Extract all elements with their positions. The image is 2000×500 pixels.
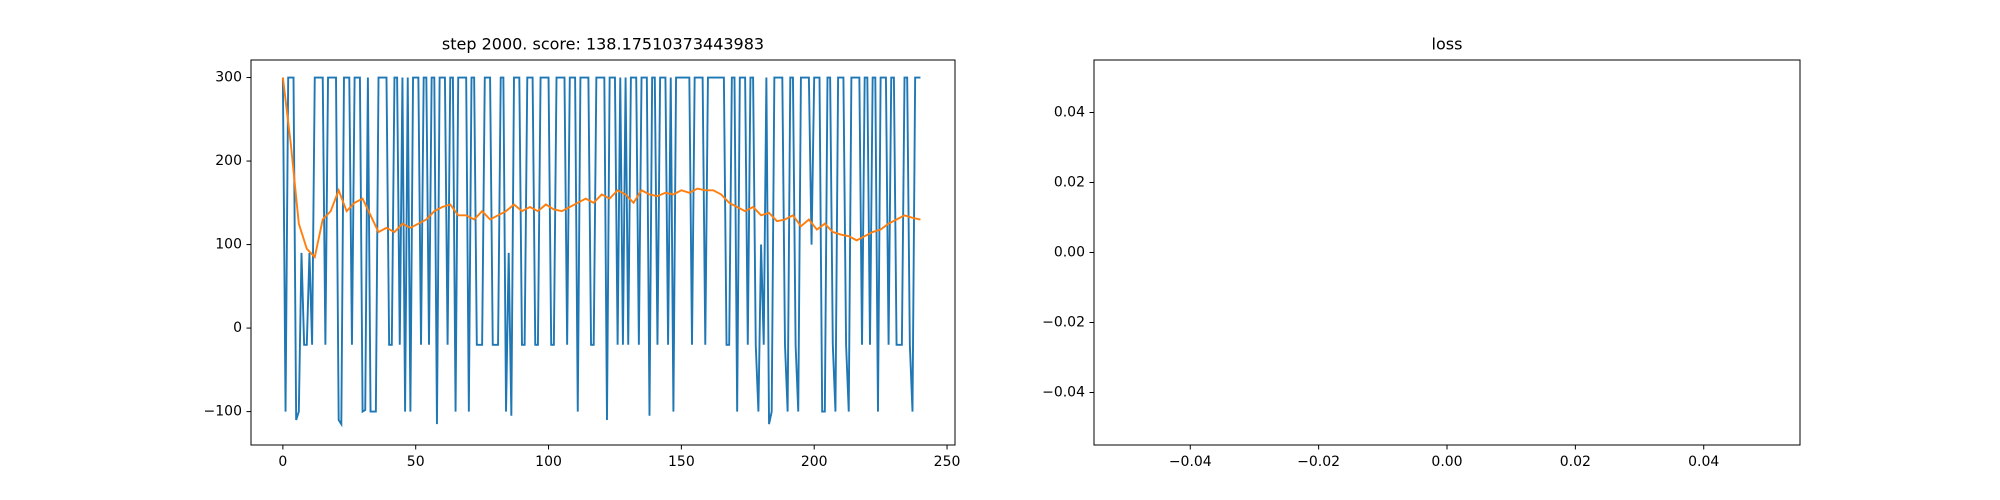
y-tick-label: −100 <box>204 404 242 420</box>
x-tick-label: 0.02 <box>1560 454 1591 470</box>
axes-frame <box>250 59 956 446</box>
y-tick-label: 0.04 <box>1054 105 1085 121</box>
x-tick-label: 0 <box>278 454 287 470</box>
x-tick-label: 50 <box>407 454 425 470</box>
y-tick-label: 0.02 <box>1054 175 1085 191</box>
x-tick-label: −0.02 <box>1297 454 1340 470</box>
y-tick-label: 0.00 <box>1054 245 1085 261</box>
x-tick-label: 200 <box>801 454 828 470</box>
axes-frame <box>1093 59 1801 446</box>
x-tick-label: −0.04 <box>1169 454 1212 470</box>
chart-title: step 2000. score: 138.17510373443983 <box>442 35 764 54</box>
x-tick-label: 150 <box>668 454 695 470</box>
x-tick-label: 0.04 <box>1688 454 1719 470</box>
y-tick-label: 100 <box>215 237 242 253</box>
series-line <box>281 77 921 260</box>
y-tick-label: 0 <box>233 320 242 336</box>
y-tick-label: 300 <box>215 70 242 86</box>
series-line <box>281 76 921 428</box>
y-tick-label: −0.04 <box>1042 385 1085 401</box>
x-tick-label: 250 <box>934 454 961 470</box>
y-tick-label: −0.02 <box>1042 315 1085 331</box>
y-tick-label: 200 <box>215 153 242 169</box>
chart-title: loss <box>1432 35 1463 54</box>
x-tick-label: 0.00 <box>1431 454 1462 470</box>
x-tick-label: 100 <box>535 454 562 470</box>
